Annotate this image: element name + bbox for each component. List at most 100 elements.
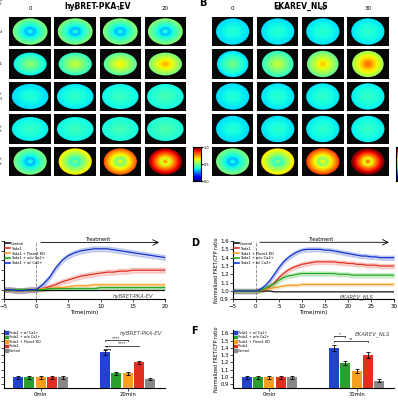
Ellipse shape (106, 21, 134, 42)
Ellipse shape (310, 87, 335, 106)
Ellipse shape (69, 60, 81, 68)
Ellipse shape (318, 158, 328, 166)
Ellipse shape (105, 54, 135, 74)
Ellipse shape (26, 61, 34, 67)
Bar (145, 379, 155, 400)
Ellipse shape (228, 28, 238, 36)
Ellipse shape (228, 60, 237, 68)
Ellipse shape (362, 157, 374, 166)
Ellipse shape (158, 124, 173, 134)
Ellipse shape (149, 19, 182, 44)
Ellipse shape (115, 126, 126, 132)
Ellipse shape (362, 92, 374, 101)
Ellipse shape (155, 24, 176, 39)
Ellipse shape (163, 127, 168, 131)
Ellipse shape (221, 152, 244, 171)
Ellipse shape (68, 156, 83, 168)
Ellipse shape (351, 116, 384, 142)
Ellipse shape (264, 118, 291, 140)
Ellipse shape (317, 27, 329, 36)
Ellipse shape (25, 93, 35, 100)
Ellipse shape (160, 158, 170, 166)
Ellipse shape (26, 28, 35, 35)
Bar (212, 49, 254, 79)
Ellipse shape (314, 89, 332, 104)
Ellipse shape (114, 27, 127, 36)
Ellipse shape (70, 28, 80, 36)
Ellipse shape (266, 152, 289, 171)
Ellipse shape (14, 53, 46, 75)
Ellipse shape (354, 85, 382, 108)
Ellipse shape (225, 90, 240, 102)
Bar (144, 114, 186, 144)
Ellipse shape (106, 150, 135, 173)
Ellipse shape (65, 57, 85, 71)
Text: 10: 10 (274, 6, 281, 11)
Ellipse shape (361, 91, 375, 102)
Ellipse shape (318, 92, 328, 100)
Ellipse shape (359, 155, 376, 168)
Ellipse shape (66, 154, 84, 169)
Ellipse shape (225, 58, 240, 70)
Ellipse shape (73, 128, 77, 130)
Ellipse shape (228, 92, 238, 100)
Ellipse shape (20, 154, 40, 169)
Ellipse shape (110, 90, 130, 104)
Bar (302, 146, 343, 176)
Ellipse shape (355, 151, 381, 172)
Ellipse shape (21, 25, 39, 38)
Ellipse shape (155, 57, 175, 71)
Ellipse shape (15, 86, 46, 107)
Bar (144, 16, 186, 46)
Bar (111, 374, 121, 400)
Ellipse shape (73, 95, 77, 98)
Ellipse shape (223, 89, 243, 104)
Ellipse shape (17, 22, 43, 41)
Ellipse shape (154, 121, 177, 137)
Ellipse shape (358, 154, 378, 169)
Ellipse shape (271, 91, 284, 102)
Ellipse shape (29, 160, 32, 163)
Ellipse shape (107, 87, 134, 106)
Ellipse shape (227, 27, 238, 36)
Ellipse shape (322, 96, 324, 97)
Ellipse shape (314, 154, 332, 169)
Ellipse shape (273, 92, 283, 100)
X-axis label: Time(min): Time(min) (299, 310, 328, 315)
Ellipse shape (262, 19, 293, 44)
Ellipse shape (354, 52, 382, 76)
Ellipse shape (74, 96, 76, 97)
Ellipse shape (366, 30, 369, 33)
Ellipse shape (27, 94, 34, 99)
Ellipse shape (152, 88, 178, 105)
Ellipse shape (319, 158, 327, 165)
Ellipse shape (313, 154, 333, 169)
Ellipse shape (110, 122, 130, 136)
Ellipse shape (357, 55, 379, 73)
Ellipse shape (164, 160, 167, 163)
Text: 0: 0 (28, 6, 32, 11)
Ellipse shape (160, 93, 171, 100)
Y-axis label: Normalized FRET/CFP ratio: Normalized FRET/CFP ratio (214, 238, 219, 303)
Ellipse shape (68, 156, 82, 167)
Ellipse shape (276, 160, 279, 163)
Ellipse shape (273, 28, 283, 36)
Ellipse shape (311, 120, 334, 138)
Text: Yoda1 +
w/ Ca2+: Yoda1 + w/ Ca2+ (0, 157, 2, 166)
Ellipse shape (13, 18, 47, 45)
Ellipse shape (230, 160, 235, 164)
Ellipse shape (159, 27, 172, 36)
Ellipse shape (306, 116, 339, 142)
Ellipse shape (226, 124, 239, 134)
Text: F: F (191, 326, 197, 336)
Ellipse shape (110, 24, 131, 39)
Ellipse shape (154, 56, 177, 72)
Ellipse shape (357, 153, 378, 170)
Ellipse shape (153, 152, 178, 171)
Ellipse shape (310, 119, 335, 139)
Ellipse shape (310, 54, 336, 74)
Ellipse shape (264, 151, 291, 172)
Ellipse shape (62, 120, 89, 138)
Ellipse shape (312, 120, 334, 138)
Ellipse shape (217, 116, 248, 142)
